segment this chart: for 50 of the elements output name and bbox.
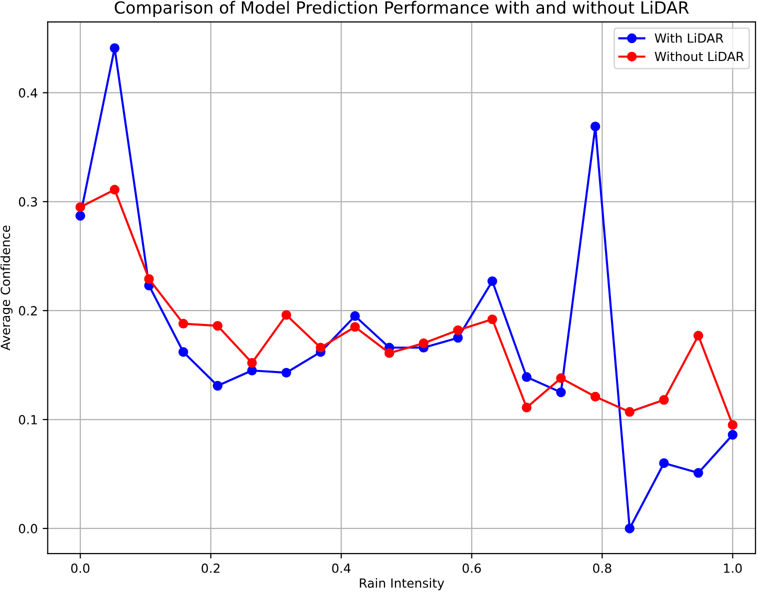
point <box>522 402 532 412</box>
point <box>624 407 635 417</box>
point <box>624 524 635 534</box>
point <box>728 430 738 440</box>
point <box>247 358 257 368</box>
legend-label: With LiDAR <box>654 33 724 43</box>
chart-title: Comparison of Model Prediction Performance with and without LiDAR <box>114 0 689 18</box>
x-axis-title: Rain Intensity <box>360 578 444 590</box>
point <box>384 348 394 358</box>
point <box>659 395 669 405</box>
point <box>693 468 704 478</box>
point <box>75 210 86 221</box>
point <box>453 325 463 336</box>
x-tick-label: 0.0 <box>71 563 90 573</box>
point <box>144 274 154 284</box>
point <box>350 311 360 321</box>
point <box>522 372 532 382</box>
point <box>487 314 498 324</box>
x-tick-label: 1.0 <box>724 563 742 573</box>
x-tick-label: 0.6 <box>462 563 481 573</box>
point <box>659 458 669 468</box>
point <box>728 420 738 430</box>
point <box>178 347 188 357</box>
point <box>75 202 86 212</box>
point <box>418 338 428 348</box>
y-tick-label: 0.3 <box>18 197 37 207</box>
point <box>693 330 704 341</box>
x-tick-label: 0.2 <box>202 563 220 573</box>
y-axis-title: Average Confidence <box>0 226 13 350</box>
point <box>212 380 222 391</box>
point <box>590 122 600 132</box>
point <box>178 318 188 329</box>
x-tick-label: 0.4 <box>332 563 350 573</box>
y-tick-label: 0.4 <box>18 88 38 98</box>
point <box>110 184 120 195</box>
point <box>556 387 566 398</box>
y-tick-label: 0.0 <box>18 524 38 534</box>
point <box>316 342 326 352</box>
y-tick-label: 0.2 <box>18 306 37 316</box>
point <box>487 276 498 286</box>
point <box>110 43 120 53</box>
y-tick-label: 0.1 <box>18 415 37 424</box>
point <box>281 310 292 320</box>
point <box>281 368 292 378</box>
point <box>590 392 600 402</box>
point <box>350 322 360 332</box>
point <box>212 320 222 331</box>
legend-label: Without LiDAR <box>654 52 744 62</box>
point <box>556 373 566 383</box>
x-tick-label: 0.8 <box>593 563 612 573</box>
